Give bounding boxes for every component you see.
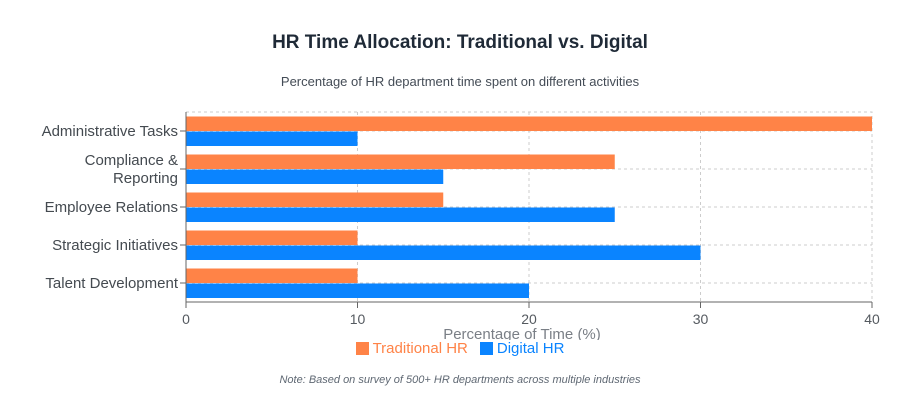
legend-label-traditional: Traditional HR bbox=[372, 340, 468, 357]
bar-traditional[interactable] bbox=[186, 116, 872, 132]
category-label-line: Talent Development bbox=[45, 275, 178, 292]
legend-item-digital[interactable]: Digital HR bbox=[479, 340, 565, 357]
legend-swatch-traditional bbox=[355, 342, 369, 355]
category-label-line: Employee Relations bbox=[45, 199, 178, 216]
chart-subtitle: Percentage of HR department time spent o… bbox=[280, 74, 640, 89]
category-label: Administrative Tasks bbox=[42, 123, 178, 140]
category-label: Compliance & Reporting bbox=[85, 152, 178, 187]
bar-chart: Administrative Tasks Compliance & Reportin… bbox=[42, 111, 880, 340]
bar-traditional[interactable] bbox=[186, 230, 358, 246]
bar-traditional[interactable] bbox=[186, 268, 358, 284]
legend-label-digital: Digital HR bbox=[496, 340, 565, 357]
chart-title: HR Time Allocation: Traditional vs. Digi… bbox=[272, 32, 648, 53]
bar-digital[interactable] bbox=[186, 131, 358, 147]
bar-digital[interactable] bbox=[186, 169, 444, 185]
x-tick-label: 40 bbox=[864, 311, 880, 327]
category-label-line: Compliance & bbox=[85, 152, 178, 169]
legend-item-traditional[interactable]: Traditional HR bbox=[355, 340, 468, 357]
x-axis-title: Percentage of Time (%) bbox=[443, 326, 601, 340]
x-tick-label: 10 bbox=[350, 311, 366, 327]
bar-digital[interactable] bbox=[186, 283, 529, 299]
bar-traditional[interactable] bbox=[186, 154, 615, 170]
chart-legend: Traditional HR Digital HR bbox=[0, 340, 920, 357]
bar-traditional[interactable] bbox=[186, 192, 444, 208]
x-tick-label: 0 bbox=[182, 311, 190, 327]
category-label: Strategic Initiatives bbox=[52, 237, 178, 254]
bar-digital[interactable] bbox=[186, 245, 701, 261]
bar-digital[interactable] bbox=[186, 207, 615, 223]
category-label: Employee Relations bbox=[45, 199, 178, 216]
legend-swatch-digital bbox=[479, 342, 493, 355]
category-label-line: Reporting bbox=[113, 170, 178, 187]
category-label-line: Strategic Initiatives bbox=[52, 237, 178, 254]
x-tick-label: 20 bbox=[521, 311, 537, 327]
chart-note: Note: Based on survey of 500+ HR departm… bbox=[279, 374, 641, 386]
category-label: Talent Development bbox=[45, 275, 178, 292]
x-tick-label: 30 bbox=[693, 311, 709, 327]
category-label-line: Administrative Tasks bbox=[42, 123, 178, 140]
